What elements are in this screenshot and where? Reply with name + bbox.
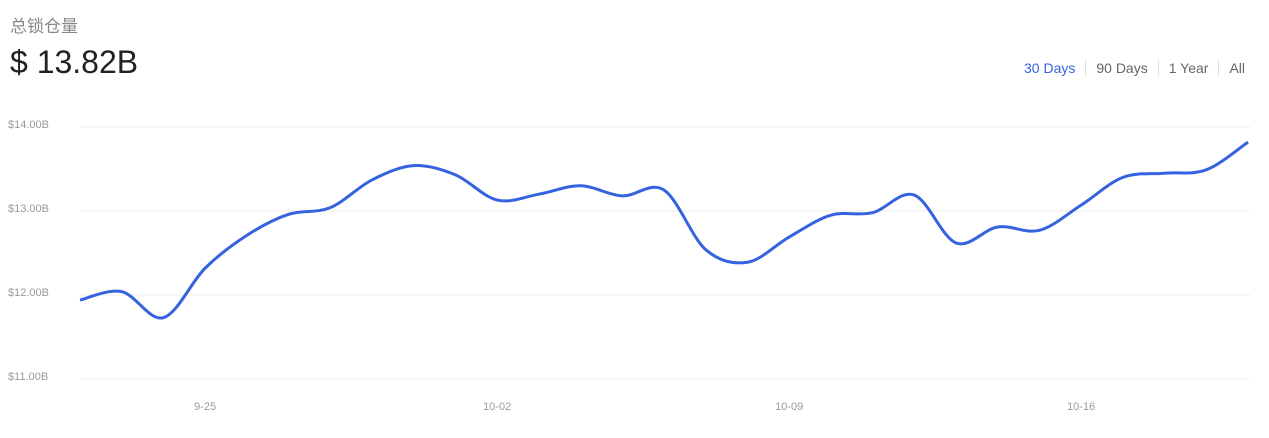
x-tick-label: 10-09 [775,401,803,413]
range-selector: 30 Days 90 Days 1 Year All [1014,60,1255,76]
y-tick-label: $13.00B [8,203,49,215]
range-button[interactable]: 30 Days [1024,60,1076,76]
range-button[interactable]: All [1218,60,1255,76]
range-button[interactable]: 90 Days [1085,60,1157,76]
line [79,140,1249,320]
y-tick-label: $11.00B [8,371,48,383]
y-tick-label: $14.00B [8,119,49,131]
x-tick-label: 10-02 [483,401,511,413]
x-tick-label: 9-25 [194,401,216,413]
headline-value: $ 13.82B [10,44,139,80]
range-button[interactable]: 1 Year [1157,60,1219,76]
y-tick-label: $12.00B [8,287,49,299]
chart-title: 总锁仓量 [10,17,78,36]
x-tick-label: 10-16 [1067,401,1095,413]
